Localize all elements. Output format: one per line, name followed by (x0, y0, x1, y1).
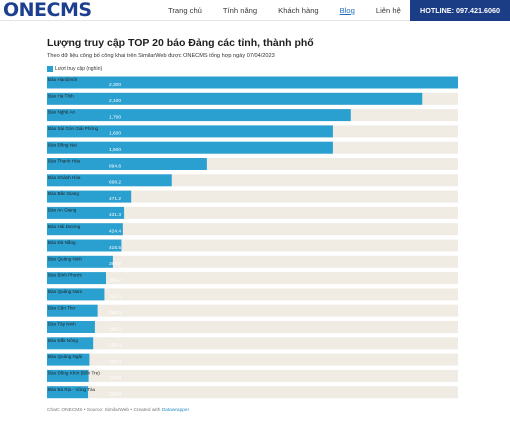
hotline-button[interactable]: HOTLINE: 097.421.6060 (410, 0, 510, 21)
chart-legend: Lượt truy cập (nghìn) (47, 65, 102, 72)
bar-track (47, 190, 458, 203)
chart-footer: Chart: ONECMS • Source: SimilarWeb • Cre… (47, 408, 189, 413)
bar (47, 353, 90, 366)
bar (47, 239, 122, 252)
value-label: 698.2 (109, 180, 121, 186)
category-label: Báo Bình Phước (48, 273, 83, 278)
top-navigation-bar: ONECMS Trang chủ Tính năng Khách hàng Bl… (0, 0, 510, 21)
value-label: 894.6 (109, 163, 121, 169)
bar-track (47, 239, 458, 252)
bar (47, 158, 207, 170)
category-label: Báo Đà Nẵng (48, 239, 76, 245)
value-label: 2,300 (109, 82, 121, 88)
value-label: 1,600 (109, 147, 121, 153)
bar-track (47, 288, 458, 301)
category-label: Báo Cần Thơ (48, 305, 75, 310)
value-label: 431.3 (109, 212, 121, 218)
bar-track (47, 353, 458, 366)
main-nav: Trang chủ Tính năng Khách hàng Blog Liên… (168, 0, 422, 21)
value-label: 330.2 (109, 277, 121, 283)
bar-track (47, 206, 458, 219)
category-label: Báo Đồng Khởi (Bến Tre) (48, 370, 100, 376)
bar (47, 190, 132, 203)
category-label: Báo Sài Gòn Giải Phóng (48, 126, 98, 131)
category-label: Báo Nghệ An (48, 110, 76, 115)
category-label: Báo Đồng Nai (48, 142, 77, 147)
category-label: Báo Hànộimới (48, 77, 77, 82)
value-label: 416.5 (109, 245, 121, 251)
value-label: 1,700 (109, 114, 121, 120)
value-label: 229.8 (109, 392, 121, 398)
category-label: Báo Quảng Nam (48, 289, 82, 294)
category-label: Báo Thanh Hóa (48, 159, 81, 164)
value-label: 268.2 (109, 326, 121, 332)
value-label: 321.3 (109, 294, 121, 300)
category-label: Báo Quảng Ngãi (48, 354, 82, 359)
nav-item-contact[interactable]: Liên hệ (375, 6, 401, 15)
bar-track (47, 321, 458, 333)
value-label: 258.4 (109, 343, 121, 349)
footer-source: Chart: ONECMS • Source: SimilarWeb • Cre… (47, 408, 161, 413)
legend-swatch (47, 65, 53, 72)
bar (47, 141, 333, 154)
bar-track (47, 304, 458, 317)
chart-title: Lượng truy cập TOP 20 báo Đảng các tỉnh,… (47, 37, 314, 49)
bar (47, 288, 105, 301)
bar (47, 109, 351, 122)
category-label: Báo Đắk Nông (48, 337, 78, 343)
nav-item-features[interactable]: Tính năng (222, 6, 258, 15)
nav-item-home[interactable]: Trang chủ (168, 6, 202, 15)
bar (47, 369, 89, 382)
bar-chart: Báo Hànộimới 2,300 Báo Hà Tĩnh 2,100 Báo Ngh… (47, 76, 458, 399)
bar (47, 125, 333, 138)
bar-track (47, 223, 458, 236)
category-label: Báo Khánh Hòa (48, 175, 81, 180)
legend-label: Lượt truy cập (nghìn) (55, 65, 103, 72)
bar (47, 386, 89, 399)
chart-panel: Lượng truy cập TOP 20 báo Đảng các tỉnh,… (40, 32, 470, 422)
chart-subtitle: Theo dữ liệu công bố công khai trên Simi… (47, 53, 275, 59)
bar (47, 321, 95, 333)
value-label: 424.4 (109, 229, 121, 235)
value-label: 471.2 (109, 196, 121, 202)
bar-track (47, 386, 458, 399)
category-label: Báo Quảng Ninh (48, 256, 82, 261)
category-label: Báo Hải Dương (48, 224, 81, 229)
category-label: Báo Bắc Giang (48, 190, 79, 196)
bar (47, 272, 107, 285)
bar (47, 92, 423, 105)
value-label: 237.4 (109, 359, 121, 365)
value-label: 283.3 (109, 310, 121, 316)
bar-track (47, 272, 458, 285)
value-label: 232.8 (109, 375, 121, 381)
bar-track (47, 255, 458, 268)
category-label: Báo Tây Ninh (48, 322, 76, 327)
bar (47, 255, 113, 268)
bar (47, 304, 98, 317)
value-label: 368.8 (109, 261, 121, 267)
nav-item-blog[interactable]: Blog (339, 6, 355, 15)
category-label: Báo Bà Rịa - Vũng Tàu (48, 387, 96, 392)
bar (47, 337, 94, 350)
nav-item-customers[interactable]: Khách hàng (278, 6, 319, 15)
bar-track (47, 337, 458, 350)
value-label: 1,600 (109, 131, 121, 137)
bar (47, 206, 125, 219)
category-label: Báo Hà Tĩnh (48, 93, 74, 98)
category-label: Báo An Giang (48, 208, 77, 213)
value-label: 2,100 (109, 98, 121, 104)
bar (47, 223, 123, 236)
bar (47, 174, 172, 187)
bar (47, 76, 458, 89)
datawrapper-link[interactable]: Datawrapper (161, 408, 190, 413)
bar-track (47, 369, 458, 382)
onecms-logo[interactable]: ONECMS (3, 0, 92, 21)
